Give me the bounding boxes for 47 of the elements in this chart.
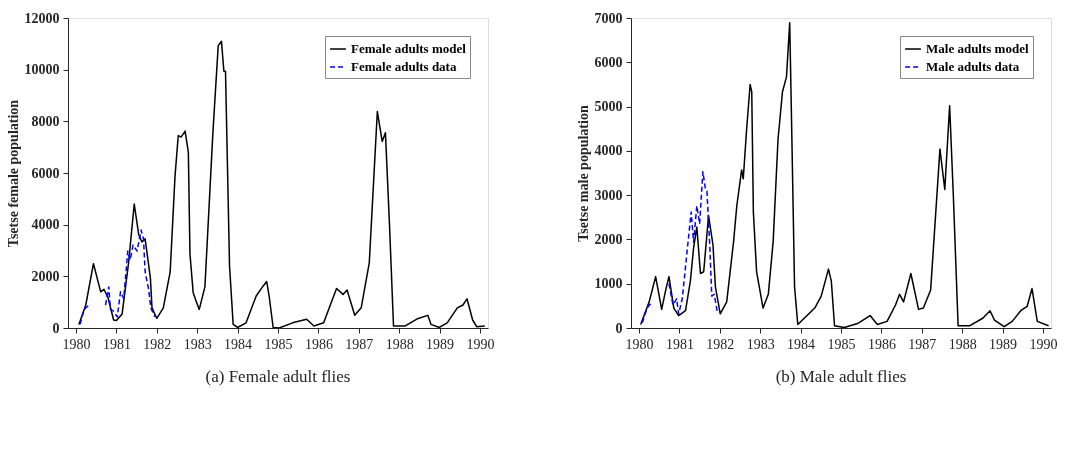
- y-tick-label: 7000: [594, 10, 623, 26]
- y-tick-label: 0: [52, 320, 60, 336]
- x-tick-label: 1989: [989, 336, 1018, 352]
- text: (a) Female adult flies: [205, 367, 351, 386]
- x-tick-label: 1987: [908, 336, 937, 352]
- y-tick-label: 1000: [594, 276, 623, 292]
- y-tick-label: 3000: [594, 187, 623, 203]
- x-tick-label: 1980: [62, 336, 91, 352]
- line-series: [78, 40, 486, 328]
- x-tick-label: 1983: [183, 336, 212, 352]
- x-tick-label: 1981: [102, 336, 131, 352]
- y-tick-label: 12000: [24, 10, 60, 26]
- x-tick-label: 1989: [426, 336, 455, 352]
- x-tick-label: 1988: [948, 336, 977, 352]
- y-tick-label: 2000: [31, 268, 60, 284]
- x-tick-label: 1983: [746, 336, 775, 352]
- legend-label: Male adults data: [926, 59, 1020, 74]
- text: (b) Male adult flies: [775, 367, 907, 386]
- x-tick-label: 1985: [827, 336, 856, 352]
- y-tick-label: 4000: [594, 143, 623, 159]
- x-tick-label: 1987: [345, 336, 374, 352]
- legend-label: Female adults model: [351, 41, 467, 56]
- x-tick-label: 1981: [665, 336, 694, 352]
- x-tick-label: 1986: [304, 336, 333, 352]
- y-tick-label: 4000: [31, 217, 60, 233]
- x-tick-label: 1984: [787, 336, 816, 352]
- x-tick-label: 1990: [466, 336, 495, 352]
- y-tick-label: 10000: [24, 62, 60, 78]
- x-tick-label: 1980: [625, 336, 654, 352]
- y-tick-label: 6000: [31, 165, 60, 181]
- y-axis-title: Tsetse female population: [5, 99, 21, 248]
- y-tick-label: 8000: [31, 113, 60, 129]
- x-tick-label: 1984: [224, 336, 253, 352]
- x-tick-label: 1982: [143, 336, 172, 352]
- legend-label: Male adults model: [926, 41, 1029, 56]
- x-tick-label: 1988: [385, 336, 414, 352]
- y-tick-label: 2000: [594, 231, 623, 247]
- y-tick-label: 6000: [594, 54, 623, 70]
- y-axis-title: Tsetse male population: [575, 105, 591, 242]
- line-series: [639, 22, 1050, 328]
- x-tick-label: 1986: [867, 336, 896, 352]
- x-tick-label: 1990: [1029, 336, 1058, 352]
- y-tick-label: 0: [615, 320, 623, 336]
- legend-label: Female adults data: [351, 59, 457, 74]
- x-tick-label: 1982: [706, 336, 735, 352]
- y-tick-label: 5000: [594, 99, 623, 115]
- x-tick-label: 1985: [264, 336, 293, 352]
